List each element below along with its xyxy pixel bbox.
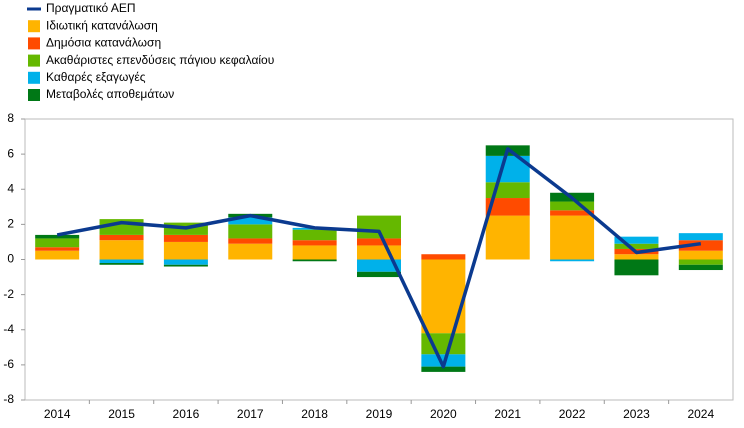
y-tick-label: 2	[7, 217, 14, 231]
x-tick-label: 2019	[366, 407, 393, 421]
legend-swatch	[28, 89, 40, 101]
y-tick-label: -2	[3, 287, 14, 301]
bar-segment	[228, 238, 273, 244]
legend-swatch	[28, 37, 40, 50]
bar-segment	[678, 264, 723, 271]
x-tick-label: 2024	[687, 407, 714, 421]
bar-segment	[550, 215, 595, 260]
bar-segment	[292, 229, 337, 241]
bar-segment	[678, 250, 723, 260]
legend-label: Δημόσια κατανάλωση	[46, 36, 161, 50]
x-tick-label: 2017	[237, 407, 264, 421]
bar-segment	[292, 245, 337, 260]
legend-label: Ιδιωτική κατανάλωση	[46, 18, 158, 32]
bar-segment	[35, 234, 80, 239]
legend-swatch	[28, 20, 40, 33]
line-series	[56, 147, 702, 369]
bar-segment	[614, 254, 659, 260]
bar-segment	[614, 243, 659, 249]
legend-label: Ακαθάριστες επενδύσεις πάγιου κεφαλαίου	[46, 53, 274, 67]
bar-segment	[550, 259, 595, 262]
x-tick-label: 2023	[623, 407, 650, 421]
bar-segment	[35, 247, 80, 251]
bar-segment	[35, 238, 80, 248]
bar-segment	[357, 271, 401, 278]
bar-segment	[421, 333, 466, 355]
bar-segment	[163, 234, 208, 242]
bar-segment	[163, 241, 208, 260]
x-tick-label: 2021	[494, 407, 521, 421]
x-tick-label: 2020	[430, 407, 457, 421]
y-tick-label: -8	[3, 392, 14, 406]
y-tick-label: 8	[7, 111, 14, 125]
bar-segment	[678, 233, 723, 241]
bar-segment	[550, 210, 595, 216]
legend-label: Καθαρές εξαγωγές	[46, 70, 146, 84]
x-tick-label: 2015	[108, 407, 135, 421]
bar-segment	[163, 259, 208, 265]
bar-segment	[99, 259, 144, 264]
x-tick-label: 2022	[559, 407, 586, 421]
legend-swatch	[28, 71, 40, 84]
bar-segment	[292, 259, 337, 262]
bar-segment	[99, 263, 144, 265]
legend-label: Μεταβολές αποθεμάτων	[46, 87, 174, 101]
y-tick-label: 6	[7, 146, 14, 160]
x-tick-label: 2016	[173, 407, 200, 421]
bar-segment	[614, 259, 659, 276]
bar-segment	[421, 366, 466, 372]
y-tick-label: -6	[3, 357, 14, 371]
bar-segment	[163, 264, 208, 267]
bar-segment	[99, 234, 144, 241]
bar-segment	[614, 236, 659, 244]
bar-segment	[550, 201, 595, 211]
bar-segment	[357, 238, 401, 246]
bar-segment	[357, 215, 401, 239]
bar-segment	[228, 243, 273, 260]
bar-segment	[357, 245, 401, 260]
bar-segment	[485, 198, 530, 216]
y-tick-label: -4	[3, 322, 14, 336]
y-tick-label: 0	[7, 252, 14, 266]
bar-segment	[421, 254, 466, 260]
bar-segment	[228, 217, 273, 225]
x-tick-label: 2018	[301, 407, 328, 421]
bar-segment	[99, 240, 144, 260]
bar-segment	[485, 215, 530, 260]
bar-segment	[421, 259, 466, 334]
bar-segment	[292, 240, 337, 246]
bar-segment	[678, 259, 723, 265]
bar-segment	[228, 224, 273, 239]
bar-segment	[35, 250, 80, 260]
legend-label: Πραγματικό ΑΕΠ	[46, 1, 136, 15]
x-tick-label: 2014	[44, 407, 71, 421]
legend-swatch	[28, 54, 40, 67]
bar-segment	[357, 259, 401, 272]
y-tick-label: 4	[7, 181, 14, 195]
